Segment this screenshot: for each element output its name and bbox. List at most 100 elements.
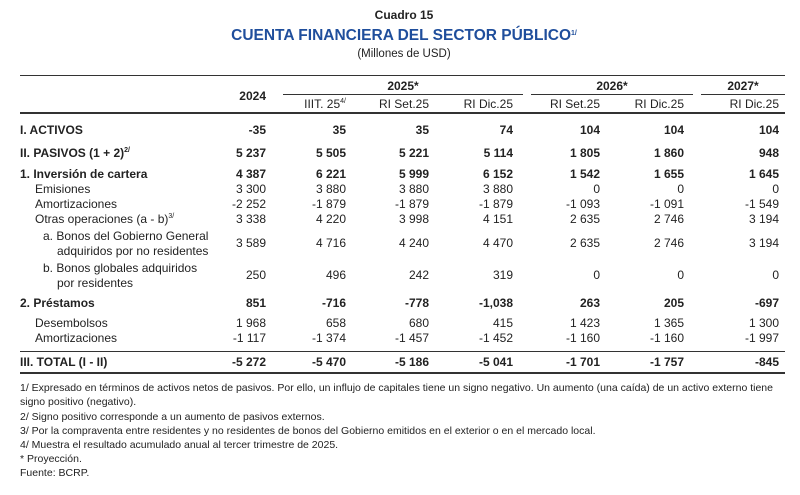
row-label-text: III. TOTAL (I - II) [20, 355, 108, 369]
cell-value: -1 160 [649, 331, 684, 345]
row-label: Otras operaciones (a - b)3/ [35, 212, 174, 226]
row-label: Amortizaciones [35, 331, 117, 345]
cell-value: 5 505 [315, 146, 346, 160]
footnote: Fuente: BCRP. [20, 467, 90, 479]
cell-value: -1 457 [394, 331, 429, 345]
row-label-text: Desembolsos [35, 316, 108, 330]
row-label: Emisiones [35, 182, 90, 196]
column-label: RI Set.25 [549, 97, 600, 111]
year-header: 2024 [239, 89, 266, 103]
row-label-text: Amortizaciones [35, 197, 118, 211]
cell-value: 851 [245, 296, 266, 310]
cell-value: -1 997 [744, 331, 779, 345]
cell-value: 1 542 [569, 167, 600, 181]
cell-value: 3 589 [235, 236, 266, 250]
cell-value: 250 [245, 268, 266, 282]
cell-value: 2 746 [653, 236, 684, 250]
row-label-text: 2. Préstamos [20, 296, 95, 310]
row-note: 3/ [168, 213, 175, 220]
cell-value: 1 860 [653, 146, 684, 160]
cell-value: 319 [492, 268, 513, 282]
cell-value: 0 [772, 268, 779, 282]
rule [283, 94, 523, 95]
cell-value: 658 [325, 316, 346, 330]
cell-value: 0 [593, 268, 600, 282]
cell-value: 0 [677, 182, 684, 196]
cell-value: 680 [408, 316, 429, 330]
year-header: 2027* [727, 79, 759, 93]
cell-value: 104 [579, 123, 600, 137]
cell-value: -2 252 [231, 197, 266, 211]
cell-value: 415 [492, 316, 513, 330]
cell-value: 0 [772, 182, 779, 196]
row-label: Desembolsos [35, 316, 108, 330]
column-label: RI Dic.25 [463, 97, 513, 111]
cell-value: -1 117 [232, 331, 266, 345]
cell-value: -1,038 [478, 296, 513, 310]
cell-value: 1 300 [748, 316, 779, 330]
cell-value: -1 701 [565, 355, 600, 369]
cell-value: 1 423 [569, 316, 600, 330]
title-note: 1/ [571, 30, 577, 37]
cell-value: -1 879 [478, 197, 513, 211]
cell-value: 1 968 [235, 316, 266, 330]
cell-value: -5 470 [311, 355, 346, 369]
cell-value: 35 [332, 123, 346, 137]
cell-value: -5 186 [394, 355, 429, 369]
cell-value: 1 655 [653, 167, 684, 181]
cell-value: 496 [325, 268, 346, 282]
cell-value: 4 220 [315, 212, 346, 226]
column-note: 4/ [340, 98, 346, 105]
cell-value: 5 237 [235, 146, 266, 160]
cell-value: 0 [593, 182, 600, 196]
rule [531, 94, 693, 95]
subtitle: (Millones de USD) [357, 48, 451, 60]
cell-value: 5 999 [398, 167, 429, 181]
row-label-text: adquiridos por no residentes [57, 244, 209, 258]
year-header: 2025* [387, 79, 419, 93]
cell-value: 4 151 [482, 212, 513, 226]
cell-value: 104 [758, 123, 779, 137]
cell-value: -1 160 [565, 331, 600, 345]
cell-value: 3 300 [235, 182, 266, 196]
row-label: por residentes [57, 276, 133, 290]
row-label-text: I. ACTIVOS [20, 123, 83, 137]
cell-value: 1 365 [653, 316, 684, 330]
row-label: a. Bonos del Gobierno General [43, 229, 208, 243]
row-label: 2. Préstamos [20, 296, 95, 310]
cell-value: 948 [758, 146, 779, 160]
cell-value: 5 114 [483, 146, 513, 160]
footnote: 4/ Muestra el resultado acumulado anual … [20, 439, 339, 451]
cell-value: -697 [754, 296, 779, 310]
cell-value: -1 879 [394, 197, 429, 211]
cell-value: 4 387 [235, 167, 266, 181]
cell-value: -845 [754, 355, 779, 369]
column-label: RI Set.25 [378, 97, 429, 111]
cell-value: 0 [677, 268, 684, 282]
cell-value: -716 [321, 296, 346, 310]
cell-value: 263 [579, 296, 600, 310]
row-label-text: b. Bonos globales adquiridos [43, 261, 198, 275]
rule [20, 75, 785, 76]
cell-value: -5 272 [231, 355, 266, 369]
row-label-text: II. PASIVOS (1 + 2) [20, 146, 125, 160]
rule [20, 351, 785, 352]
cell-value: -5 041 [478, 355, 513, 369]
footnote: 2/ Signo positivo corresponde a un aumen… [20, 411, 325, 423]
cell-value: 242 [408, 268, 429, 282]
title: CUENTA FINANCIERA DEL SECTOR PÚBLICO1/ [0, 27, 800, 45]
cell-value: 74 [499, 123, 513, 137]
column-header: RI Dic.25 [594, 97, 684, 111]
column-header: RI Dic.25 [423, 97, 513, 111]
cell-value: -1 879 [311, 197, 346, 211]
column-label: RI Dic.25 [729, 97, 779, 111]
cell-value: -1 757 [649, 355, 684, 369]
cell-value: 2 746 [653, 212, 684, 226]
column-header: RI Set.25 [510, 97, 600, 111]
cell-value: 6 221 [315, 167, 346, 181]
cell-value: -1 374 [311, 331, 346, 345]
row-label: adquiridos por no residentes [57, 244, 208, 258]
column-label: RI Dic.25 [634, 97, 684, 111]
cell-value: 104 [663, 123, 684, 137]
cell-value: 1 805 [569, 146, 600, 160]
